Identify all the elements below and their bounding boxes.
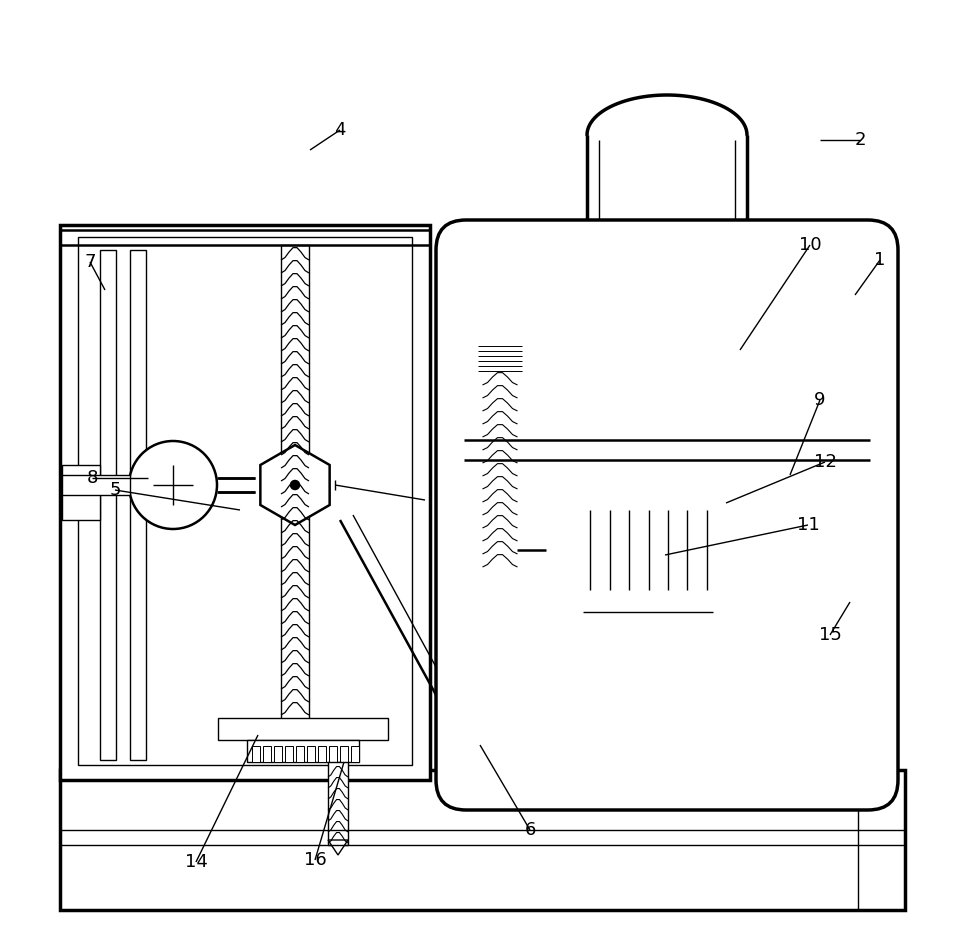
Text: 14: 14: [184, 853, 207, 871]
Bar: [263, 746, 271, 762]
Bar: [351, 746, 359, 762]
Text: 1: 1: [875, 251, 886, 269]
Text: 7: 7: [84, 253, 96, 271]
Bar: [483, 375, 518, 570]
Bar: [100, 250, 116, 760]
Bar: [60, 225, 430, 780]
Bar: [62, 465, 100, 520]
Text: 9: 9: [814, 391, 826, 409]
Bar: [218, 718, 388, 740]
Polygon shape: [328, 840, 348, 855]
Circle shape: [546, 525, 596, 575]
Circle shape: [291, 481, 299, 489]
Text: 6: 6: [525, 821, 536, 839]
Text: 11: 11: [797, 516, 819, 534]
Bar: [478, 340, 523, 375]
Bar: [328, 762, 348, 845]
Bar: [329, 746, 337, 762]
Bar: [571, 510, 726, 590]
Bar: [252, 746, 260, 762]
Text: 12: 12: [813, 453, 836, 471]
Bar: [281, 245, 309, 720]
Bar: [464, 440, 870, 460]
Text: 4: 4: [335, 121, 346, 139]
Bar: [340, 746, 348, 762]
Bar: [318, 746, 326, 762]
Bar: [274, 746, 282, 762]
Bar: [60, 770, 905, 910]
Bar: [285, 746, 293, 762]
Circle shape: [129, 441, 217, 529]
Text: 16: 16: [304, 851, 326, 869]
Bar: [130, 250, 146, 760]
Polygon shape: [260, 445, 330, 525]
Bar: [307, 746, 315, 762]
Circle shape: [700, 525, 750, 575]
Bar: [598, 590, 698, 612]
Text: 15: 15: [819, 626, 841, 644]
Bar: [458, 242, 876, 788]
FancyBboxPatch shape: [436, 220, 898, 810]
Text: 2: 2: [854, 131, 866, 149]
Bar: [78, 237, 412, 765]
Text: 5: 5: [109, 481, 121, 499]
Bar: [247, 740, 359, 762]
Bar: [62, 475, 130, 495]
Text: 10: 10: [799, 236, 821, 254]
Bar: [296, 746, 304, 762]
Text: 8: 8: [86, 469, 98, 487]
